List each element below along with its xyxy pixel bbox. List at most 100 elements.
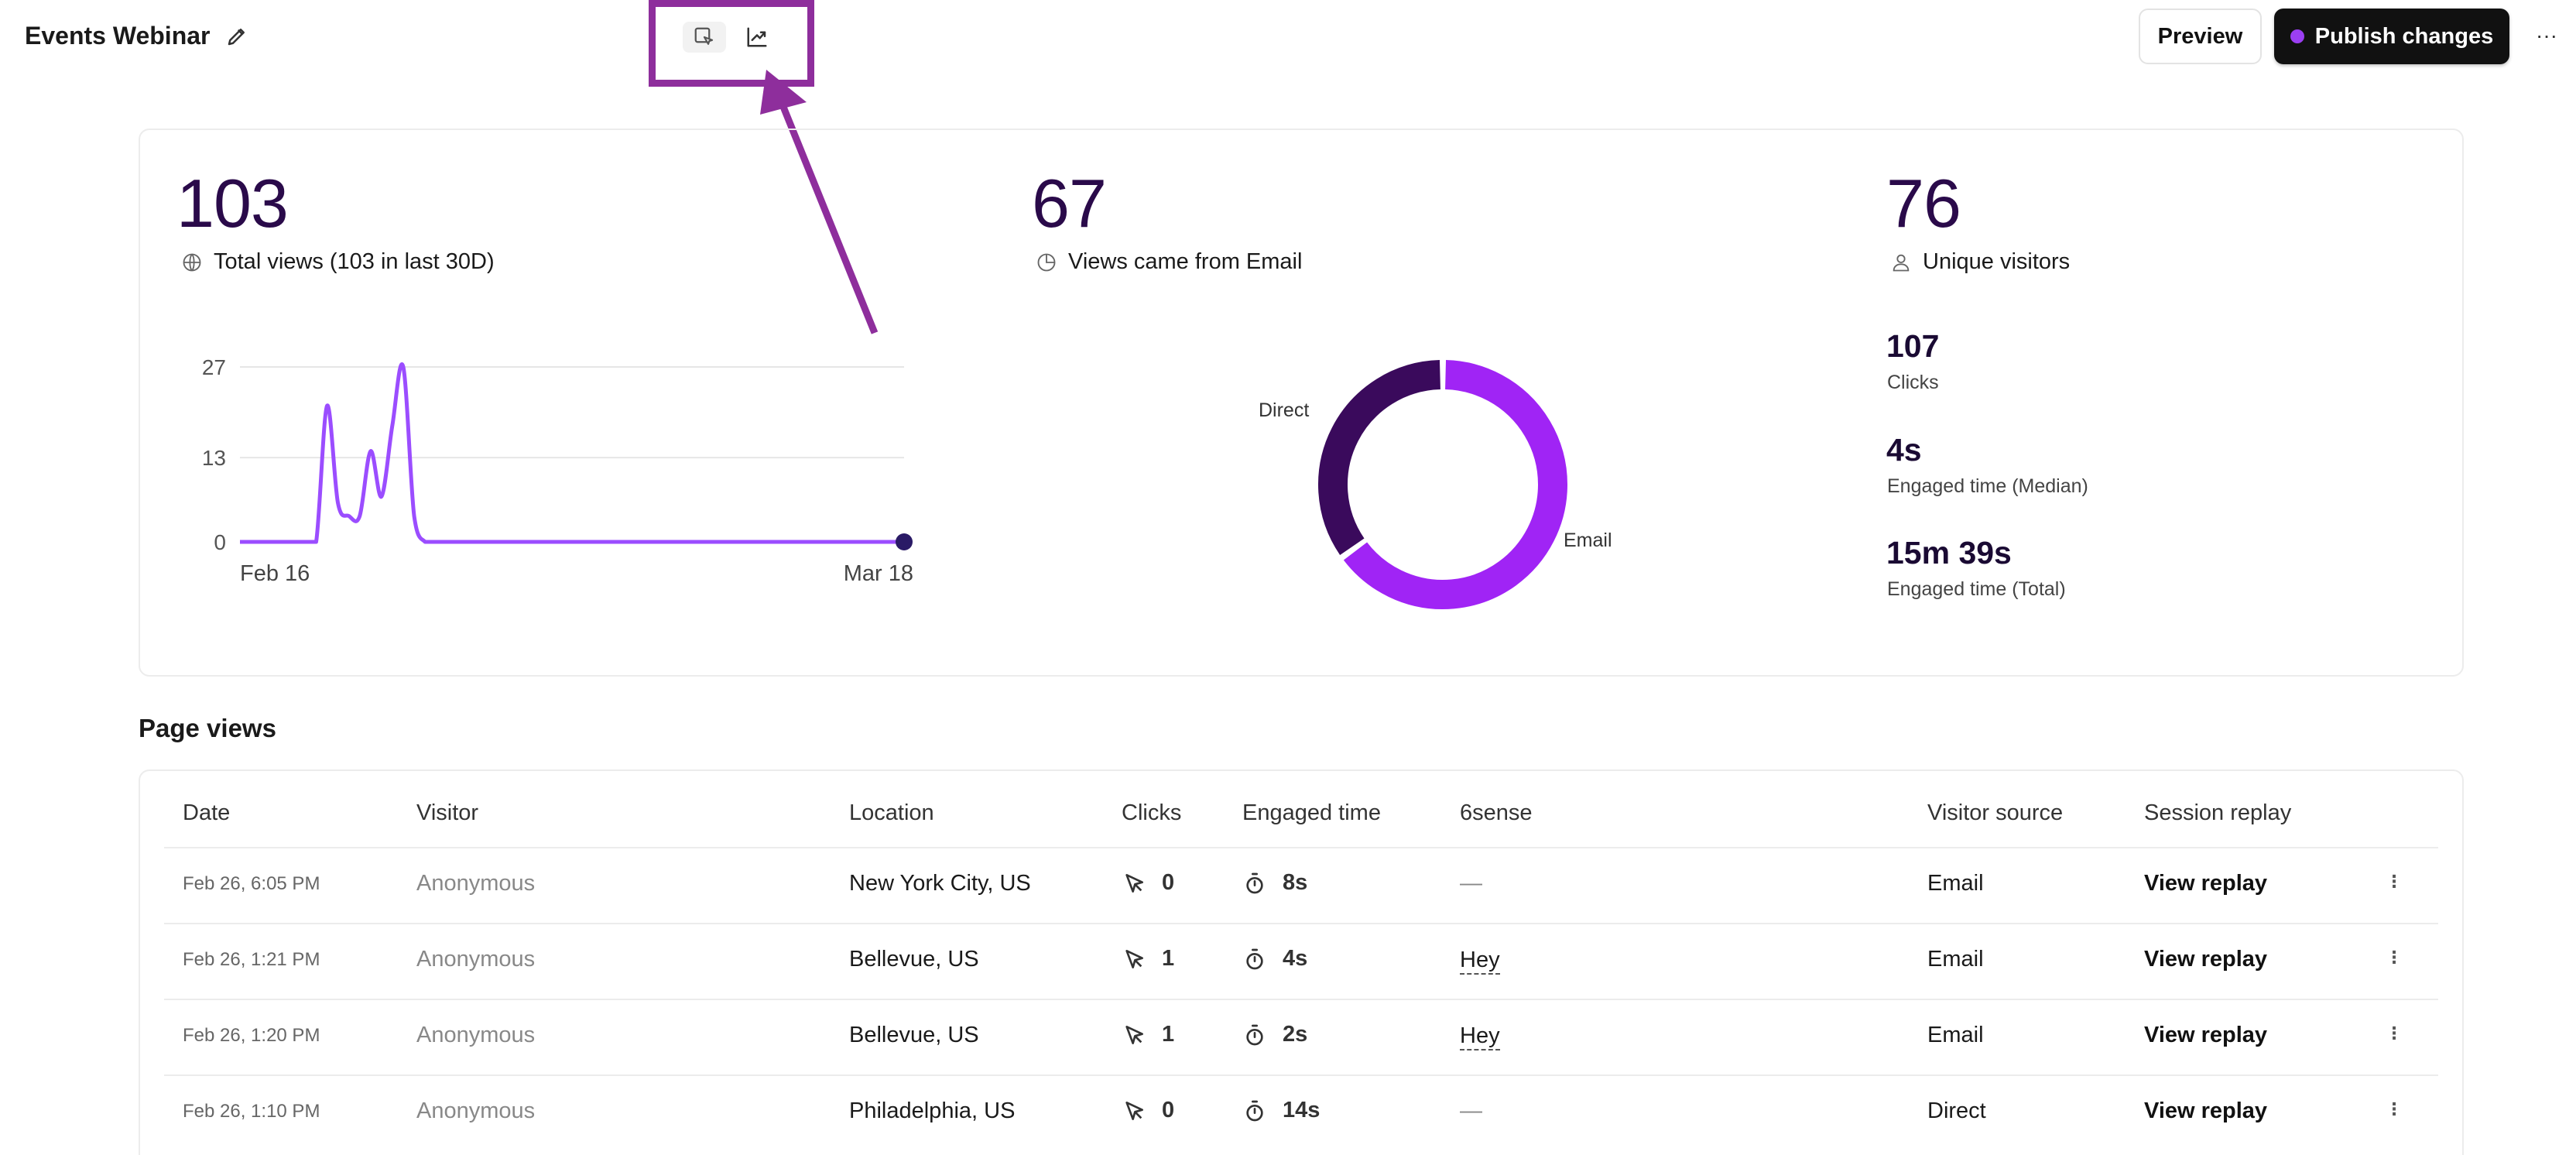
cursor-click-icon <box>1122 871 1146 896</box>
top-bar: Events Webinar Preview Publish changes ·… <box>0 0 2576 87</box>
row-visitor[interactable]: Anonymous <box>416 1098 536 1123</box>
column-header[interactable]: Location <box>849 800 934 825</box>
y-tick-label: 13 <box>202 446 226 470</box>
view-replay-link[interactable]: View replay <box>2144 1023 2268 1047</box>
stopwatch-icon <box>1242 871 1267 896</box>
row-menu-icon[interactable]: ⋮ <box>2386 1023 2403 1043</box>
preview-button[interactable]: Preview <box>2139 9 2262 64</box>
donut-slice-email <box>1343 360 1567 609</box>
pencil-icon[interactable] <box>225 25 248 48</box>
row-menu-icon[interactable]: ⋮ <box>2386 872 2403 891</box>
view-replay-link[interactable]: View replay <box>2144 1098 2268 1123</box>
row-engaged-time: 8s <box>1242 870 1307 896</box>
y-tick-label: 0 <box>214 530 226 554</box>
x-end-label: Mar 18 <box>844 561 913 586</box>
engaged-value: 2s <box>1283 1022 1308 1047</box>
donut-label-direct: Direct <box>1259 399 1309 421</box>
pie-chart-icon <box>1037 253 1056 271</box>
row-engaged-time: 2s <box>1242 1022 1307 1047</box>
engaged-value: 8s <box>1283 870 1308 895</box>
unique-visitors-label: Unique visitors <box>1890 249 2070 275</box>
column-header[interactable]: Visitor <box>416 800 479 825</box>
x-start-label: Feb 16 <box>240 561 310 586</box>
row-date: Feb 26, 1:10 PM <box>183 1101 320 1122</box>
clicks-value: 0 <box>1162 870 1175 895</box>
view-replay-link[interactable]: View replay <box>2144 947 2268 972</box>
row-divider <box>164 847 2438 848</box>
column-header[interactable]: Date <box>183 800 231 825</box>
analytics-chart-icon[interactable] <box>735 22 779 53</box>
y-tick-label: 27 <box>202 355 226 379</box>
engaged-value: 4s <box>1283 946 1308 971</box>
row-visitor-source: Email <box>1927 871 1984 896</box>
end-point-marker <box>896 533 913 550</box>
source-donut-chart: Email Direct <box>1259 360 1612 609</box>
row-visitor[interactable]: Anonymous <box>416 871 536 896</box>
row-visitor[interactable]: Anonymous <box>416 1023 536 1047</box>
page-views-title: Page views <box>139 714 276 742</box>
row-visitor-source: Email <box>1927 947 1984 972</box>
stats-card <box>139 129 2464 677</box>
row-divider <box>164 999 2438 1000</box>
metric-label: Clicks <box>1887 372 1939 393</box>
cursor-click-icon <box>1122 1023 1146 1047</box>
metric-value: 15m 39s <box>1886 535 2012 571</box>
view-replay-link[interactable]: View replay <box>2144 871 2268 896</box>
email-views-value: 67 <box>1032 165 1107 242</box>
column-header[interactable]: Clicks <box>1122 800 1182 825</box>
cursor-select-icon[interactable] <box>683 22 726 53</box>
page-views-table <box>139 769 2464 1155</box>
row-visitor-source: Direct <box>1927 1098 1986 1123</box>
metric-value: 107 <box>1886 328 1940 364</box>
email-views-label: Views came from Email <box>1036 249 1302 275</box>
clicks-value: 1 <box>1162 946 1175 971</box>
row-engaged-time: 14s <box>1242 1098 1320 1123</box>
row-menu-icon[interactable]: ⋮ <box>2386 1099 2403 1119</box>
views-line-chart: 27 13 0 Feb 16 Mar 18 <box>202 355 913 586</box>
row-date: Feb 26, 6:05 PM <box>183 873 320 894</box>
row-date: Feb 26, 1:20 PM <box>183 1025 320 1046</box>
row-menu-icon[interactable]: ⋮ <box>2386 948 2403 967</box>
row-clicks: 0 <box>1122 870 1174 896</box>
more-options-button[interactable]: ··· <box>2536 23 2557 47</box>
row-date: Feb 26, 1:21 PM <box>183 949 320 970</box>
row-6sense: — <box>1460 1098 1482 1123</box>
metric-label: Engaged time (Median) <box>1887 475 2088 497</box>
row-location: Philadelphia, US <box>849 1098 1016 1123</box>
total-views-label: Total views (103 in last 30D) <box>181 249 495 275</box>
column-header[interactable]: 6sense <box>1460 800 1533 825</box>
row-clicks: 1 <box>1122 946 1174 972</box>
column-header[interactable]: Visitor source <box>1927 800 2064 825</box>
row-visitor-source: Email <box>1927 1023 1984 1047</box>
row-6sense: — <box>1460 871 1482 896</box>
donut-label-email: Email <box>1564 530 1612 551</box>
stopwatch-icon <box>1242 1023 1267 1047</box>
stopwatch-icon <box>1242 947 1267 972</box>
clicks-value: 0 <box>1162 1098 1175 1122</box>
user-icon <box>1893 254 1910 271</box>
publish-label: Publish changes <box>2314 23 2494 49</box>
metric-value: 4s <box>1886 432 1922 468</box>
page-title: Events Webinar <box>25 22 248 50</box>
row-divider <box>164 1074 2438 1076</box>
cursor-click-icon <box>1122 947 1146 972</box>
row-6sense[interactable]: Hey <box>1460 947 1500 975</box>
row-6sense[interactable]: Hey <box>1460 1023 1500 1050</box>
total-views-text: Total views (103 in last 30D) <box>214 249 495 274</box>
unique-visitors-value: 76 <box>1886 165 1961 242</box>
donut-slice-direct <box>1318 360 1441 555</box>
metric-label: Engaged time (Total) <box>1887 578 2066 600</box>
unique-visitors-text: Unique visitors <box>1923 249 2071 274</box>
row-visitor[interactable]: Anonymous <box>416 947 536 972</box>
clicks-value: 1 <box>1162 1022 1175 1047</box>
row-location: New York City, US <box>849 871 1031 896</box>
row-clicks: 0 <box>1122 1098 1174 1123</box>
column-header[interactable]: Engaged time <box>1242 800 1381 825</box>
publish-changes-button[interactable]: Publish changes <box>2274 9 2509 64</box>
annotation-arrow <box>760 70 879 334</box>
email-views-text: Views came from Email <box>1068 249 1303 274</box>
annotation-highlight-box <box>649 0 814 87</box>
row-divider <box>164 923 2438 924</box>
row-clicks: 1 <box>1122 1022 1174 1047</box>
column-header[interactable]: Session replay <box>2144 800 2292 825</box>
